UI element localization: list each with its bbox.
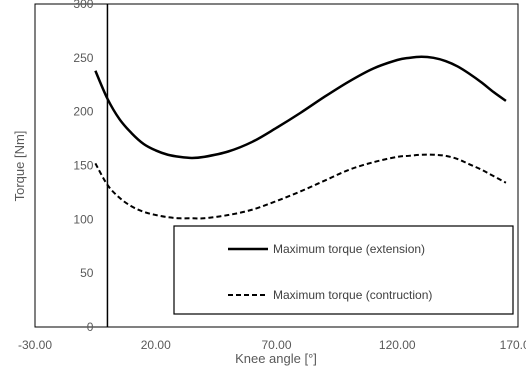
series-line-contruction: [94, 153, 507, 220]
x-tick-label: -30.00: [18, 338, 52, 352]
x-tick-label: 70.00: [261, 338, 291, 352]
tick-labels: 0 50 100 150 200 250 300 -30.00 20.00 70.00 120.00…: [18, 0, 526, 352]
legend-label-extension: Maximum torque (extension): [273, 242, 425, 256]
legend-box: [173, 225, 514, 315]
y-axis-title: Torque [Nm]: [12, 131, 27, 202]
y-tick-label: 200: [73, 105, 93, 119]
y-tick-label: 250: [73, 51, 93, 65]
y-tick-label: 150: [73, 159, 93, 173]
y-tick-label: 50: [80, 266, 94, 280]
x-tick-label: 120.00: [379, 338, 416, 352]
y-tick-label: 0: [87, 320, 94, 334]
y-tick-label: 100: [73, 212, 93, 226]
series-layer: [94, 55, 507, 220]
x-axis-title: Knee angle [°]: [235, 351, 317, 366]
series-line-extension: [94, 55, 507, 160]
x-tick-label: 20.00: [141, 338, 171, 352]
y-tick-label: 300: [73, 0, 93, 11]
x-tick-label: 170.00: [500, 338, 526, 352]
axes-layer: [35, 4, 518, 328]
legend-label-contruction: Maximum torque (contruction): [273, 288, 432, 302]
legend: Maximum torque (extension) Maximum torqu…: [173, 225, 514, 315]
